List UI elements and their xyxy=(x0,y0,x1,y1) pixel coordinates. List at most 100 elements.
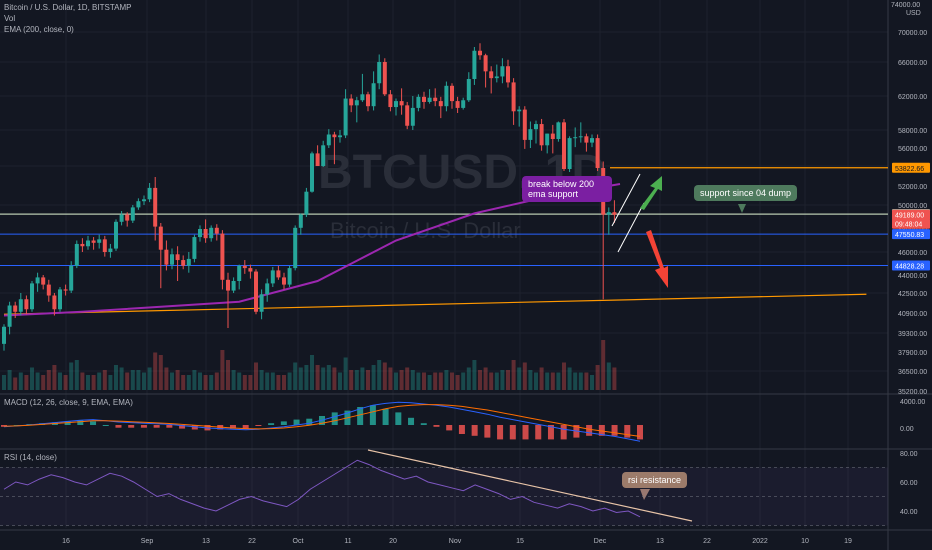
candle-body xyxy=(265,283,270,295)
volume-bar xyxy=(321,367,326,390)
candle-body xyxy=(349,98,354,106)
legend-volume[interactable]: Vol xyxy=(4,14,16,23)
legend-symbol[interactable]: Bitcoin / U.S. Dollar, 1D, BITSTAMP xyxy=(4,3,132,12)
volume-bar xyxy=(69,362,74,390)
volume-bar xyxy=(567,367,572,390)
macd-histogram-bar xyxy=(382,408,389,425)
macd-histogram-bar xyxy=(535,425,542,440)
candle-body xyxy=(455,101,460,108)
candle-body xyxy=(315,153,320,166)
candle-body xyxy=(198,229,202,238)
candle-body xyxy=(461,100,466,108)
legend-ema[interactable]: EMA (200, close, 0) xyxy=(4,25,74,34)
channel-line-lower xyxy=(617,202,645,253)
candle-body xyxy=(310,153,314,192)
volume-bar xyxy=(270,372,275,390)
volume-bar xyxy=(2,375,6,390)
volume-bar xyxy=(18,372,23,390)
volume-bar xyxy=(478,370,482,390)
macd-histogram-bar xyxy=(153,425,160,428)
volume-bar xyxy=(489,372,494,390)
trendline-orange xyxy=(3,293,867,315)
macd-histogram-bar xyxy=(446,425,453,431)
candle-body xyxy=(573,137,578,139)
candle-body xyxy=(2,326,6,344)
time-tick-label: 20 xyxy=(389,538,397,545)
macd-histogram-bar xyxy=(598,425,605,436)
candle-body xyxy=(153,187,158,227)
candle-body xyxy=(63,289,68,291)
candle-body xyxy=(399,101,404,106)
candle-body xyxy=(7,305,12,327)
candle-body xyxy=(41,277,46,285)
volume-bar xyxy=(545,372,550,390)
volume-bar xyxy=(63,375,68,390)
volume-bar xyxy=(293,362,298,390)
time-axis[interactable]: 16 Sep 13 22 Oct 11 20 Nov 15 Dec 13 22 2022 10 19 xyxy=(0,529,932,545)
price-tag-label: 47550.83 xyxy=(895,232,924,239)
volume-bar xyxy=(58,372,62,390)
candle-body xyxy=(80,243,85,247)
volume-bar xyxy=(562,362,566,390)
volume-bar xyxy=(422,372,426,390)
volume-bar xyxy=(74,360,79,390)
macd-histogram-bar xyxy=(611,425,618,436)
legend-rsi[interactable]: RSI (14, close) xyxy=(4,453,57,462)
candle-body xyxy=(478,50,482,56)
candle-body xyxy=(466,79,471,101)
candle-body xyxy=(186,258,191,266)
volume-bar xyxy=(164,367,169,390)
candle-body xyxy=(612,212,617,215)
macd-histogram-bar xyxy=(77,420,84,425)
volume-bar xyxy=(231,370,236,390)
volume-bar xyxy=(578,372,583,390)
macd-histogram-bar xyxy=(497,425,504,440)
rsi-tick-label: 60.00 xyxy=(900,480,918,487)
candle-body xyxy=(321,145,326,166)
candle-body xyxy=(108,248,113,252)
volume-bar xyxy=(108,375,113,390)
candle-body xyxy=(556,122,561,139)
volume-bar xyxy=(601,340,606,390)
time-tick-label: 22 xyxy=(703,538,711,545)
candle-body xyxy=(52,295,57,310)
macd-histogram-bar xyxy=(255,425,262,426)
volume-bar xyxy=(254,362,258,390)
callout-ema-break: break below 200 ema support xyxy=(522,176,612,202)
volume-bar xyxy=(242,375,247,390)
drawing-tools xyxy=(611,173,746,500)
volume-bar xyxy=(338,372,342,390)
candle-body xyxy=(338,135,342,138)
candle-body xyxy=(511,82,516,112)
volume-bar xyxy=(573,372,578,390)
time-tick-label: 2022 xyxy=(752,538,768,545)
volume-bar xyxy=(410,370,415,390)
candle-body xyxy=(472,50,477,79)
volume-bar xyxy=(590,375,594,390)
volume-bar xyxy=(86,375,90,390)
candle-body xyxy=(438,101,443,107)
volume-bar xyxy=(556,372,561,390)
volume-bar xyxy=(181,375,186,390)
legend-macd[interactable]: MACD (12, 26, close, 9, EMA, EMA) xyxy=(4,398,133,407)
price-tick-label: 42500.00 xyxy=(898,291,927,298)
candle-body xyxy=(550,133,555,139)
macd-histogram-bar xyxy=(637,425,643,440)
macd-histogram-bar xyxy=(306,418,313,425)
time-tick-label: Dec xyxy=(594,538,607,545)
candle-body xyxy=(248,268,253,272)
volume-bar xyxy=(472,360,477,390)
time-tick-label: 13 xyxy=(656,538,664,545)
price-tick-label: 40900.00 xyxy=(898,311,927,318)
candle-body xyxy=(304,191,309,215)
candle-body xyxy=(231,281,236,291)
volume-bar xyxy=(438,372,443,390)
candle-body xyxy=(270,270,275,284)
candle-body xyxy=(35,277,40,284)
macd-histogram-bar xyxy=(102,425,109,426)
time-tick-label: 11 xyxy=(344,538,351,545)
volume-bar xyxy=(506,370,510,390)
